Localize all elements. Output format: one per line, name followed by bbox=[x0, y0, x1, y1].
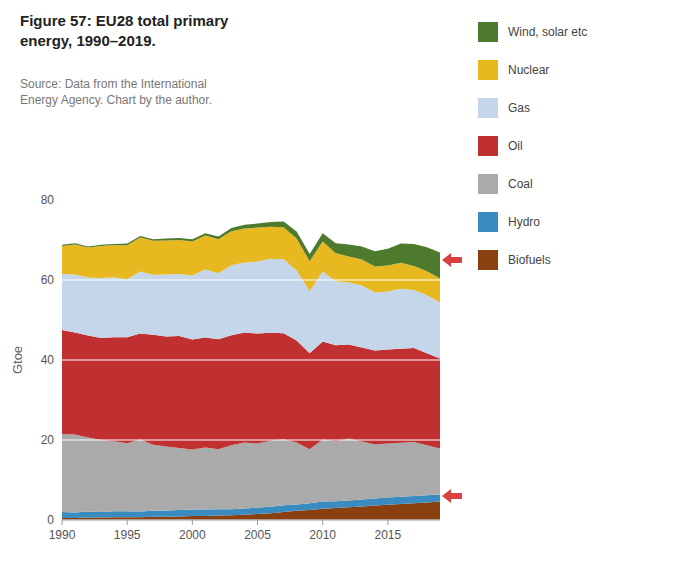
y-tick-label: 80 bbox=[41, 193, 55, 207]
grid bbox=[62, 200, 440, 520]
title-line: Figure 57: EU28 total primary bbox=[20, 12, 229, 29]
title: Figure 57: EU28 total primary energy, 199… bbox=[20, 12, 229, 49]
x-tick-label: 2010 bbox=[309, 528, 336, 542]
legend-swatch bbox=[478, 136, 498, 156]
areas bbox=[62, 222, 440, 520]
legend-label: Coal bbox=[508, 177, 533, 191]
y-axis-label: Gtoe bbox=[10, 346, 25, 374]
x-tick bbox=[257, 520, 258, 525]
legend-swatch bbox=[478, 60, 498, 80]
y-tick-label: 60 bbox=[41, 273, 55, 287]
legend-label: Nuclear bbox=[508, 63, 549, 77]
x-tick-label: 2005 bbox=[244, 528, 271, 542]
annotation-line: Source: Data from the International bbox=[20, 77, 207, 91]
x-tick-label: 1995 bbox=[114, 528, 141, 542]
area bbox=[62, 222, 440, 279]
annotation: Source: Data from the International Energ… bbox=[20, 77, 212, 107]
x-tick bbox=[322, 520, 323, 525]
x-tick bbox=[387, 520, 388, 525]
title-line: energy, 1990–2019. bbox=[20, 32, 156, 49]
x-tick-label: 1990 bbox=[49, 528, 76, 542]
arrow bbox=[442, 489, 462, 503]
x-tick-label: 2015 bbox=[375, 528, 402, 542]
annotation-line: Energy Agency. Chart by the author. bbox=[20, 93, 212, 107]
x-tick bbox=[62, 520, 63, 525]
y-tick-label: 0 bbox=[47, 513, 54, 527]
legend-swatch bbox=[478, 22, 498, 42]
legend-swatch bbox=[478, 174, 498, 194]
grid-line bbox=[62, 360, 440, 361]
grid-line bbox=[62, 200, 440, 201]
arrow bbox=[442, 253, 462, 267]
grid-line bbox=[62, 440, 440, 441]
grid-line bbox=[62, 280, 440, 281]
chart: Figure 57: EU28 total primary energy, 199… bbox=[0, 0, 680, 586]
x-tick bbox=[192, 520, 193, 525]
legend-label: Hydro bbox=[508, 215, 540, 229]
y-tick-label: 20 bbox=[41, 433, 55, 447]
legend-label: Oil bbox=[508, 139, 523, 153]
grid-line bbox=[62, 520, 440, 521]
legend-label: Wind, solar etc bbox=[508, 25, 587, 39]
legend: Wind, solar etc Nuclear Gas Oil Coal Hydro Bio… bbox=[478, 22, 587, 270]
x-tick bbox=[127, 520, 128, 525]
area bbox=[62, 434, 440, 512]
x-tick-label: 2000 bbox=[179, 528, 206, 542]
legend-swatch bbox=[478, 212, 498, 232]
y-tick-label: 40 bbox=[41, 353, 55, 367]
legend-swatch bbox=[478, 98, 498, 118]
x-axis-line bbox=[62, 520, 440, 521]
legend-label: Gas bbox=[508, 101, 530, 115]
legend-label: Biofuels bbox=[508, 253, 551, 267]
legend-swatch bbox=[478, 250, 498, 270]
